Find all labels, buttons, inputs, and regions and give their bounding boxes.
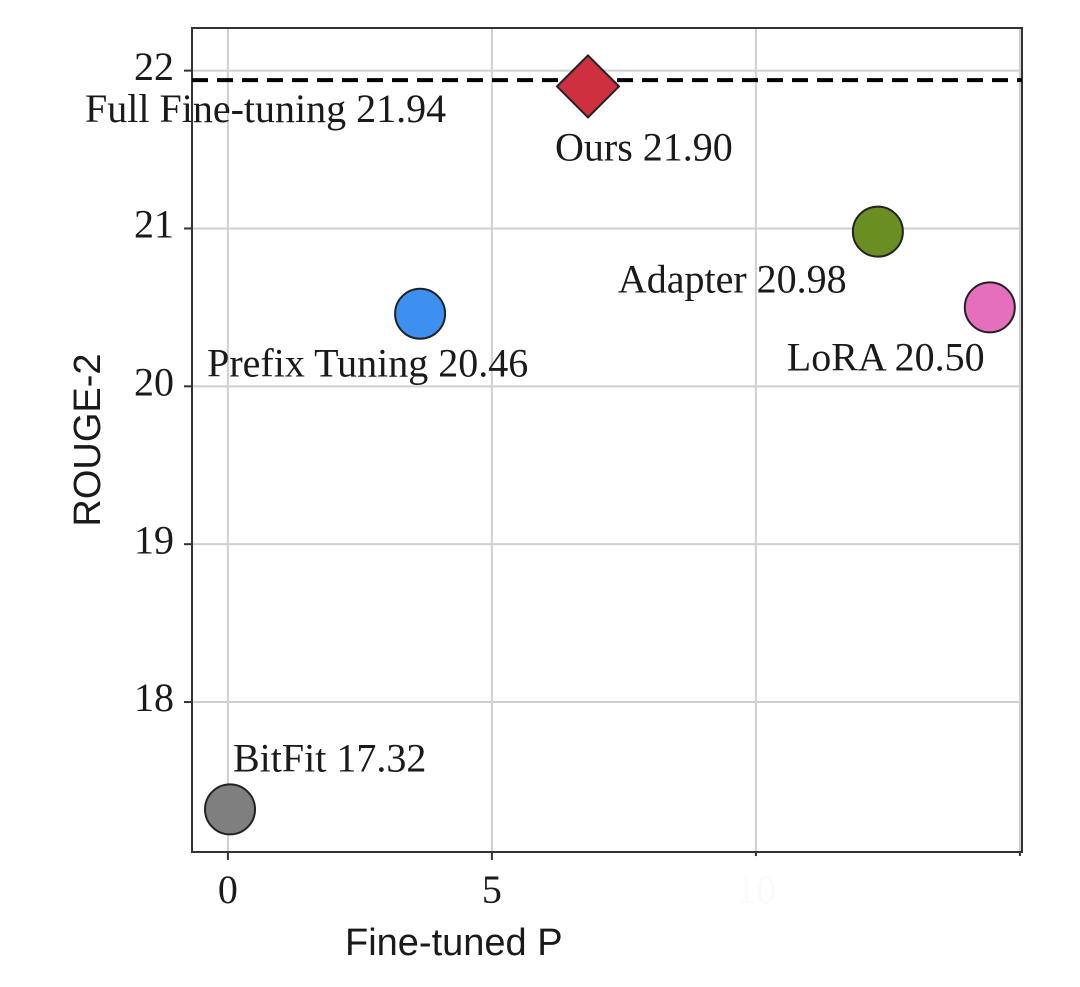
point-value: 17.32 bbox=[336, 736, 426, 781]
y-tick-label: 20 bbox=[134, 360, 174, 405]
watermark-overlay bbox=[575, 856, 1080, 987]
reference-label: Full Fine-tuning 21.94 bbox=[85, 86, 446, 131]
point bbox=[963, 281, 1016, 334]
point-label: Ours 21.90 bbox=[555, 125, 733, 170]
point-name: BitFit bbox=[233, 736, 326, 781]
plot-frame bbox=[191, 27, 1023, 853]
point-name: LoRA bbox=[787, 335, 887, 380]
point-name: Adapter bbox=[618, 257, 747, 302]
x-tick-label: 5 bbox=[482, 867, 502, 912]
point-label: BitFit 17.32 bbox=[233, 736, 426, 781]
y-tick-label: 19 bbox=[134, 517, 174, 562]
reference-value: 21.94 bbox=[356, 86, 446, 131]
point-label: Prefix Tuning 20.46 bbox=[207, 341, 528, 386]
point-value: 20.46 bbox=[438, 341, 528, 386]
y-axis-label: ROUGE-2 bbox=[67, 353, 109, 526]
plot-background bbox=[192, 28, 1022, 852]
point-value: 21.90 bbox=[643, 125, 733, 170]
y-tick-label: 18 bbox=[134, 675, 174, 720]
point bbox=[851, 205, 904, 258]
point-name: Ours bbox=[555, 125, 633, 170]
y-tick-label: 21 bbox=[134, 202, 174, 247]
x-tick-label: 0 bbox=[218, 867, 238, 912]
y-tick-label: 22 bbox=[134, 44, 174, 89]
point bbox=[555, 53, 621, 119]
x-axis-label: Fine-tuned P bbox=[345, 922, 563, 964]
point-name: Prefix Tuning bbox=[207, 341, 428, 386]
point-value: 20.98 bbox=[757, 257, 847, 302]
point bbox=[204, 783, 257, 836]
point bbox=[394, 287, 447, 340]
point-label: LoRA 20.50 bbox=[787, 335, 985, 380]
point-label: Adapter 20.98 bbox=[618, 257, 847, 302]
reference-name: Full Fine-tuning bbox=[85, 86, 346, 131]
point-value: 20.50 bbox=[895, 335, 985, 380]
